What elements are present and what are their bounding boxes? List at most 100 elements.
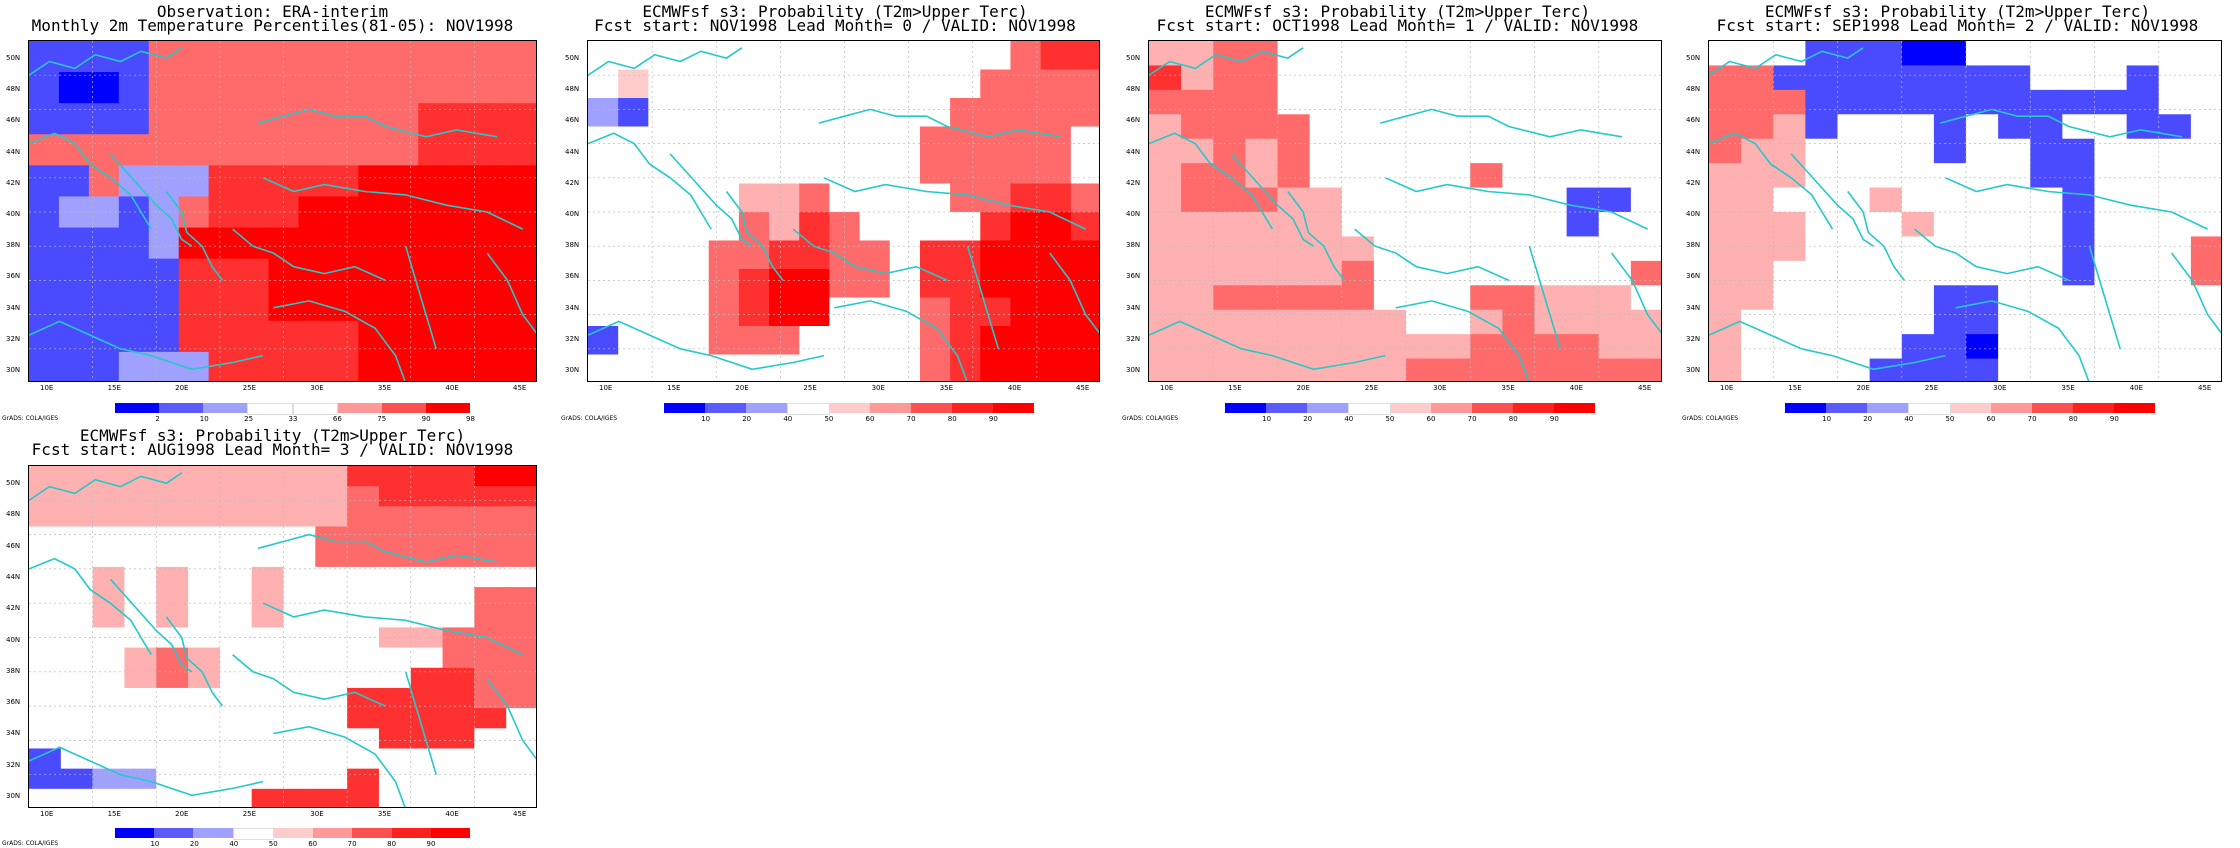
coastline <box>165 616 224 707</box>
heatmap-cell <box>358 41 389 73</box>
heatmap-cell <box>60 708 94 729</box>
coastline <box>486 678 536 760</box>
lon-tick-label: 45E <box>513 810 527 818</box>
heatmap-cell <box>1869 260 1903 286</box>
heatmap-cell <box>410 566 444 588</box>
heatmap-cell <box>950 212 981 242</box>
heatmap-cell <box>1966 65 1999 91</box>
heatmap-cell <box>1373 334 1407 360</box>
heatmap-cell <box>1773 163 1806 189</box>
heatmap-cell <box>1630 65 1661 91</box>
heatmap-cell <box>124 566 157 588</box>
heatmap-cell <box>678 98 710 128</box>
heatmap-cell <box>1630 163 1661 189</box>
heatmap-cell <box>92 627 126 649</box>
colorbar-segment <box>1991 403 2033 413</box>
heatmap-cell <box>178 41 210 73</box>
coastline <box>262 177 524 230</box>
heatmap-cell <box>418 258 449 291</box>
heatmap-cell <box>58 227 90 260</box>
panel-title-line2: Fcst start: NOV1998 Lead Month= 0 / VALI… <box>594 16 1076 35</box>
heatmap-cell <box>648 297 680 327</box>
heatmap-cell <box>238 103 270 135</box>
heatmap-cell <box>410 546 444 568</box>
heatmap-cell <box>298 351 330 381</box>
heatmap-cell <box>1837 89 1871 115</box>
heatmap-cell <box>1040 354 1072 381</box>
heatmap-cell <box>588 354 619 381</box>
heatmap-cell <box>378 647 412 669</box>
heatmap-cell <box>1630 236 1661 262</box>
heatmap-cell <box>1406 236 1439 262</box>
heatmap-cell <box>1630 309 1661 335</box>
heatmap-cell <box>410 506 444 528</box>
heatmap-cell <box>1598 163 1632 189</box>
heatmap-cell <box>410 748 444 770</box>
heatmap-cell <box>506 546 536 568</box>
heatmap-cell <box>442 506 475 528</box>
heatmap-cell <box>1773 309 1806 335</box>
lat-tick-label: 46N <box>565 116 580 125</box>
coastline <box>1847 191 1905 281</box>
heatmap-cell <box>29 728 62 750</box>
heatmap-cell <box>1966 187 1999 213</box>
colorbar-tick-label: 66 <box>332 415 342 423</box>
heatmap-cell <box>1630 334 1661 360</box>
heatmap-cell <box>1149 260 1182 286</box>
colorbar-tick-label: 90 <box>426 840 436 848</box>
heatmap-cell <box>251 788 285 807</box>
heatmap-cell <box>474 466 507 487</box>
lat-tick-label: 40N <box>1126 210 1141 218</box>
heatmap-cell <box>2030 334 2063 360</box>
heatmap-cell <box>2126 285 2160 311</box>
heatmap-cell <box>2126 309 2160 335</box>
heatmap-cell <box>889 354 921 381</box>
heatmap-cell <box>1040 41 1072 71</box>
lat-tick-label: 36N <box>6 698 21 707</box>
heatmap-cell <box>1502 41 1536 67</box>
heatmap-cell <box>980 69 1012 99</box>
heatmap-cell <box>678 354 710 381</box>
lon-tick-label: 25E <box>242 810 257 818</box>
heatmap-cell <box>188 788 221 807</box>
heatmap-cell <box>1149 114 1182 140</box>
heatmap-cell <box>618 212 649 242</box>
colorbar-segment <box>391 828 431 838</box>
heatmap-cell <box>268 134 300 166</box>
heatmap-cell <box>919 354 951 381</box>
heatmap-cell <box>2126 358 2160 381</box>
lon-tick-label: 15E <box>667 384 681 392</box>
heatmap-cell <box>1309 89 1343 115</box>
heatmap-cell <box>1213 236 1246 262</box>
heatmap-cell <box>1010 269 1042 299</box>
heatmap-cell <box>60 587 94 608</box>
colorbar-tick-label: 40 <box>229 840 239 848</box>
colorbar-segment <box>2073 403 2115 413</box>
heatmap-cell <box>1245 309 1279 335</box>
lat-tick-label: 34N <box>1686 303 1701 312</box>
heatmap-cell <box>1040 69 1072 99</box>
heatmap-cell <box>388 134 419 166</box>
heatmap-cell <box>648 269 680 299</box>
heatmap-cell <box>388 289 419 322</box>
colorbar-tick-label: 25 <box>244 415 254 423</box>
heatmap-cell <box>1181 163 1214 189</box>
heatmap-cell <box>2062 65 2096 91</box>
colorbar-segment <box>430 828 470 838</box>
lon-tick-label: 40E <box>2129 384 2144 392</box>
heatmap-cell <box>156 647 189 669</box>
panel-title-line2: Fcst start: SEP1998 Lead Month= 2 / VALI… <box>1716 16 2199 35</box>
heatmap-cell <box>889 41 921 71</box>
heatmap-cell <box>442 748 475 770</box>
heatmap-cell <box>1213 89 1246 115</box>
heatmap-cell <box>219 627 253 649</box>
heatmap-cell <box>1933 358 1967 381</box>
lat-tick-label: 32N <box>6 760 21 769</box>
lat-tick-label: 30N <box>565 366 580 374</box>
lon-tick-label: 10E <box>1720 384 1734 392</box>
colorbar-tick-label: 80 <box>2068 415 2078 423</box>
heatmap-cell <box>1438 358 1471 381</box>
heatmap-cell <box>1805 89 1839 115</box>
colorbar-tick-label: 40 <box>1344 415 1354 423</box>
heatmap-cell <box>124 526 157 548</box>
